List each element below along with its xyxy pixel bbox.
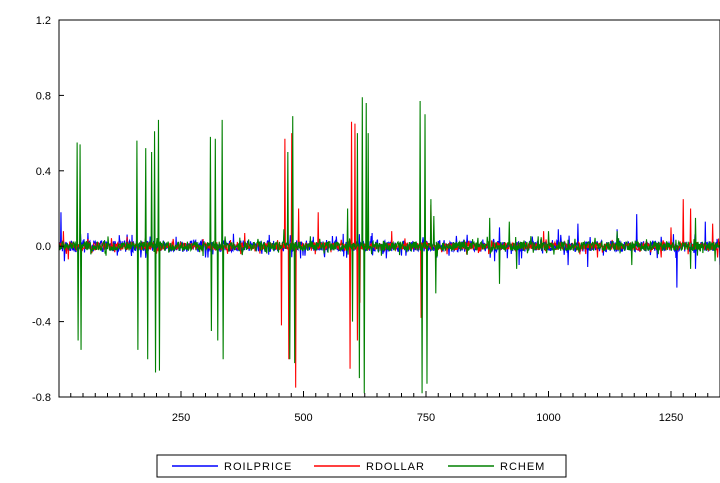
x-axis: 250 500 750 1000 1250 [70, 391, 720, 424]
y-tick-label: 1.2 [36, 15, 51, 27]
legend-label-roilprice: ROILPRICE [224, 461, 292, 473]
legend-label-rdollar: RDOLLAR [366, 461, 425, 473]
series-line-rchem [58, 97, 720, 394]
y-tick-label: -0.8 [32, 392, 51, 404]
y-tick-label: 0.8 [36, 90, 51, 102]
y-tick-label: 0.0 [36, 241, 51, 253]
series-layer [58, 97, 720, 394]
y-tick-label: 0.4 [36, 166, 51, 178]
legend-label-rchem: RCHEM [500, 461, 545, 473]
y-axis: -0.8 -0.4 0.0 0.4 0.8 1.2 [32, 15, 64, 404]
x-tick-label: 750 [417, 412, 435, 424]
y-tick-label: -0.4 [32, 317, 51, 329]
legend-box [156, 454, 567, 478]
x-tick-label: 1250 [659, 412, 683, 424]
x-tick-label: 1000 [536, 412, 560, 424]
x-tick-label: 500 [294, 412, 312, 424]
series-line-rdollar [58, 121, 720, 388]
x-tick-label: 250 [172, 412, 190, 424]
legend: ROILPRICE RDOLLAR RCHEM [156, 454, 567, 478]
